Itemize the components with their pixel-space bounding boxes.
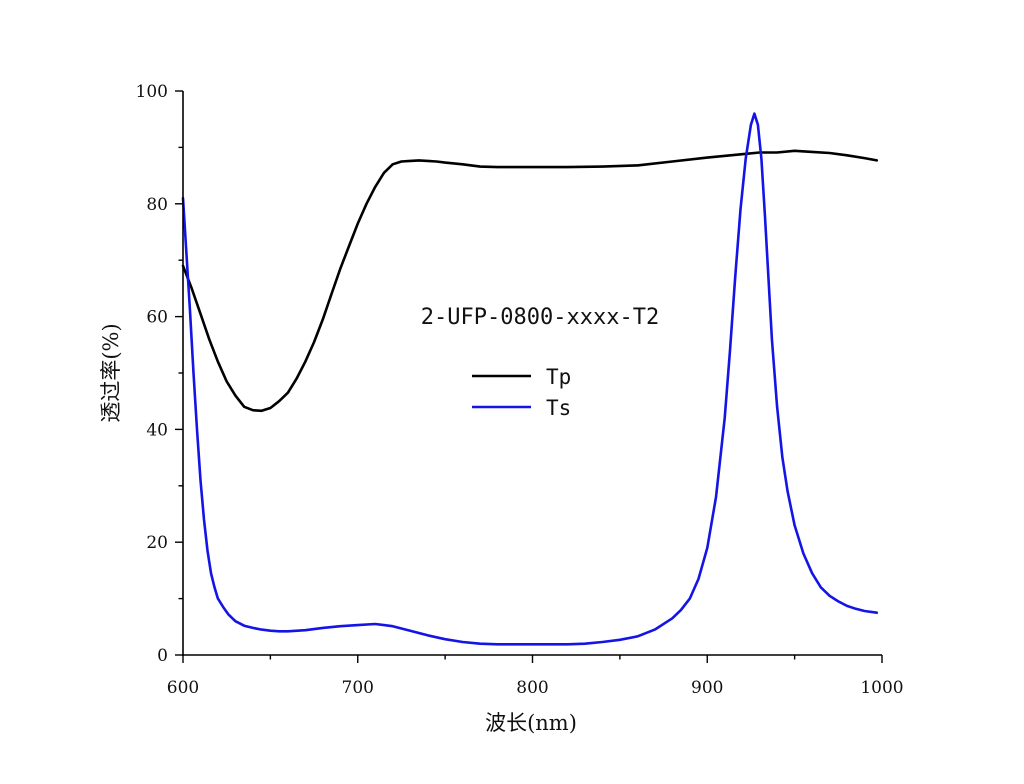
legend-label-ts: Ts [546, 396, 571, 420]
chart-annotation: 2-UFP-0800-xxxx-T2 [421, 305, 659, 330]
axes: 600 700 800 900 1000 0 20 40 60 80 100 [136, 82, 904, 698]
x-tick-label: 700 [342, 678, 374, 698]
y-tick-label: 80 [146, 195, 168, 215]
y-axis-title: 透过率(%) [99, 323, 123, 422]
legend-label-tp: Tp [546, 365, 571, 389]
y-tick-label: 100 [136, 82, 168, 102]
y-tick-label: 0 [157, 646, 168, 666]
x-tick-label: 800 [516, 678, 548, 698]
x-tick-label: 1000 [860, 678, 903, 698]
x-tick-label: 600 [167, 678, 199, 698]
legend: Tp Ts [472, 365, 571, 420]
series-line-tp [181, 149, 879, 413]
y-tick-label: 60 [146, 308, 168, 328]
plot-lines [181, 112, 879, 646]
y-tick-label: 20 [146, 533, 168, 553]
x-tick-label: 900 [691, 678, 723, 698]
x-axis-title: 波长(nm) [485, 711, 577, 735]
y-tick-label: 40 [146, 420, 168, 440]
series-line-ts [181, 112, 879, 646]
